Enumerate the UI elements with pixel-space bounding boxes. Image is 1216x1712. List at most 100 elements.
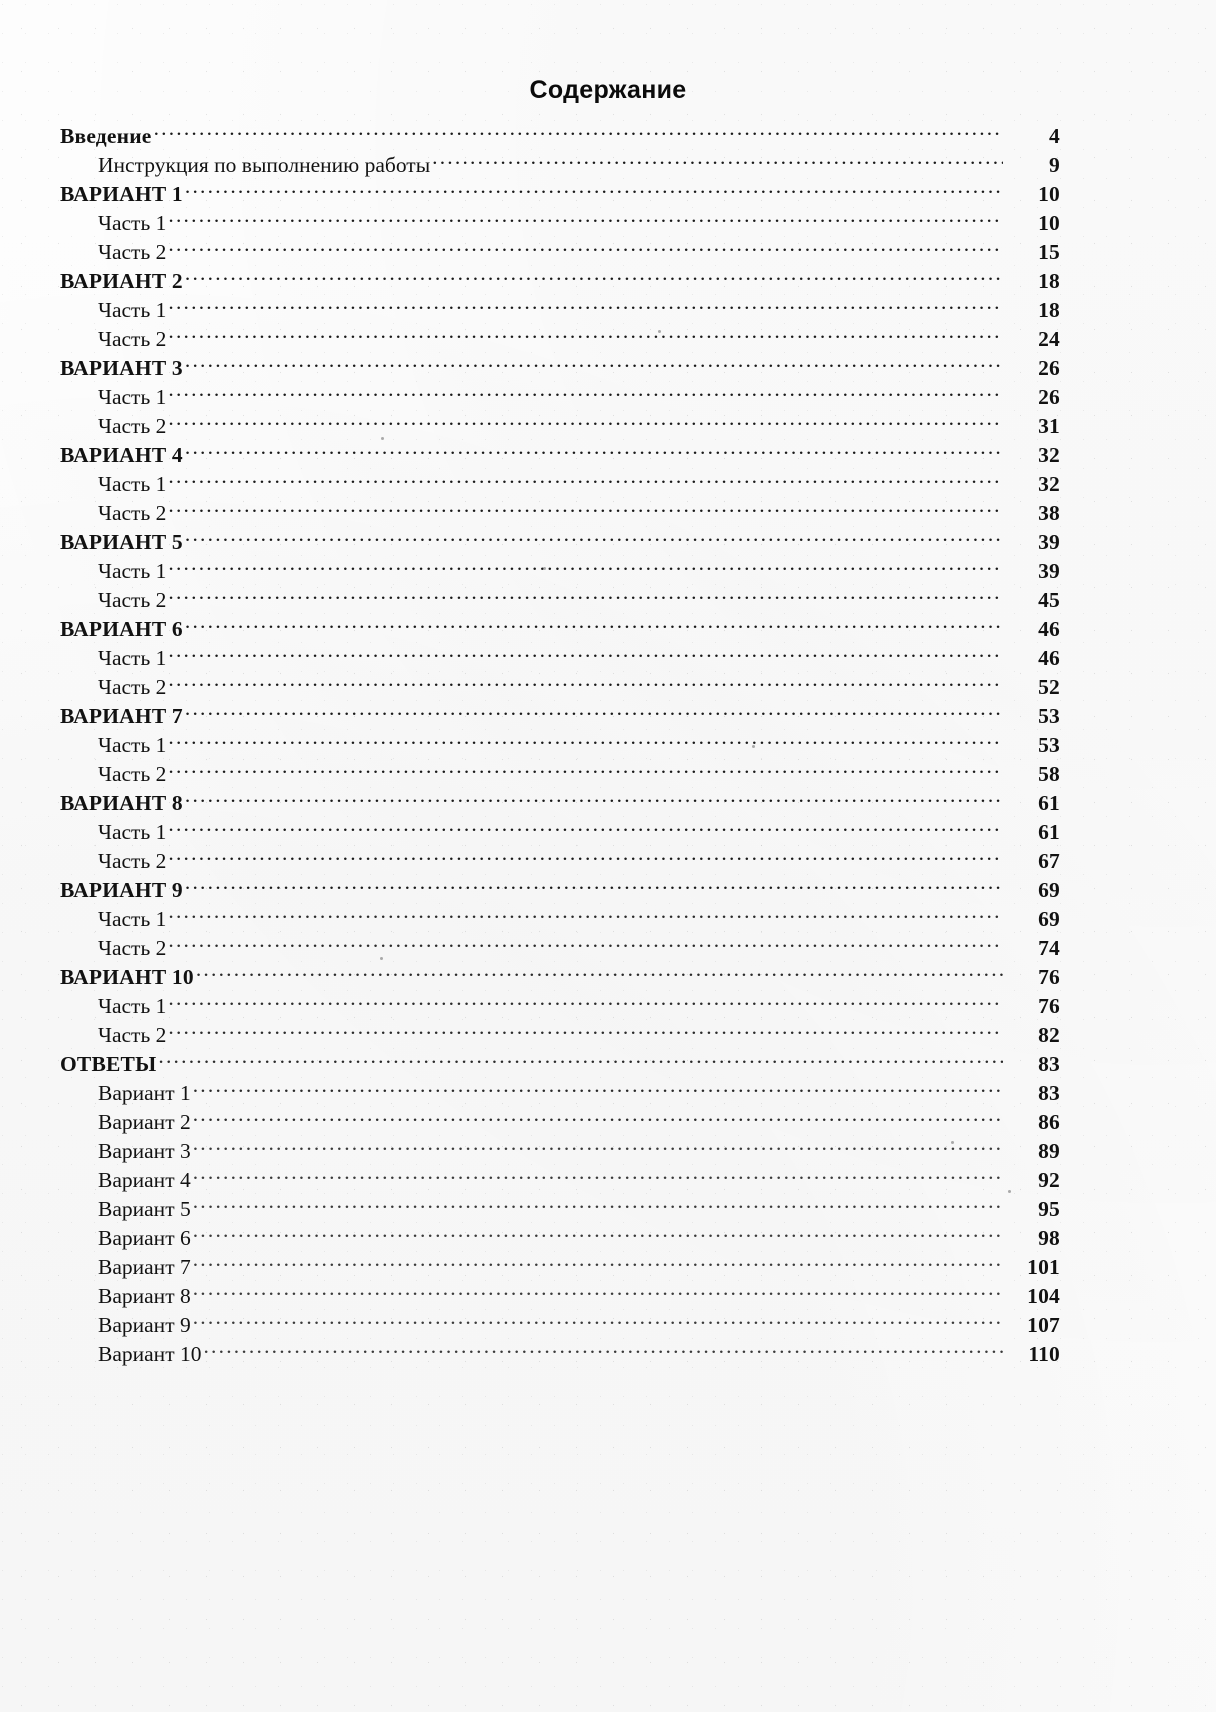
toc-entry-page-number: 86 — [1038, 1110, 1060, 1134]
toc-entry[interactable]: Введение 4 — [60, 122, 1060, 151]
toc-entry-page-number: 46 — [1038, 646, 1060, 670]
toc-entry[interactable]: ВАРИАНТ 3 26 — [60, 354, 1060, 383]
toc-entry[interactable]: Часть 1 46 — [60, 644, 1060, 673]
toc-entry[interactable]: Часть 2 58 — [60, 760, 1060, 789]
toc-entry-label: Часть 1 — [98, 298, 167, 322]
toc-entry[interactable]: Часть 2 74 — [60, 934, 1060, 963]
toc-entry-page-number: 53 — [1038, 704, 1060, 728]
toc-entry-label: Часть 1 — [98, 907, 167, 931]
toc-entry[interactable]: Часть 1 10 — [60, 209, 1060, 238]
toc-entry-page-number: 31 — [1038, 414, 1060, 438]
toc-entry[interactable]: Вариант 4 92 — [60, 1166, 1060, 1195]
toc-entry-label: Часть 1 — [98, 211, 167, 235]
toc-entry-label: Вариант 10 — [98, 1342, 202, 1366]
toc-entry-label: Часть 1 — [98, 646, 167, 670]
toc-entry[interactable]: ВАРИАНТ 6 46 — [60, 615, 1060, 644]
toc-entry-page-number: 95 — [1038, 1197, 1060, 1221]
toc-entry[interactable]: Вариант 6 98 — [60, 1224, 1060, 1253]
dot-leader — [168, 645, 1003, 665]
toc-entry[interactable]: Вариант 3 89 — [60, 1137, 1060, 1166]
toc-entry-page-number: 18 — [1038, 269, 1060, 293]
toc-entry-label: ВАРИАНТ 8 — [60, 791, 183, 815]
toc-entry[interactable]: ВАРИАНТ 2 18 — [60, 267, 1060, 296]
toc-entry[interactable]: ВАРИАНТ 10 76 — [60, 963, 1060, 992]
toc-entry-page-number: 9 — [1049, 153, 1060, 177]
toc-entry[interactable]: Часть 2 38 — [60, 499, 1060, 528]
toc-entry-page-number: 89 — [1038, 1139, 1060, 1163]
toc-entry-label: Введение — [60, 124, 152, 148]
dot-leader — [185, 790, 1003, 810]
toc-entry-page-number: 24 — [1038, 327, 1060, 351]
toc-entry-label: Вариант 2 — [98, 1110, 191, 1134]
toc-entry[interactable]: Часть 1 39 — [60, 557, 1060, 586]
toc-entry-page-number: 61 — [1038, 791, 1060, 815]
toc-entry[interactable]: ВАРИАНТ 7 53 — [60, 702, 1060, 731]
toc-entry[interactable]: Часть 2 52 — [60, 673, 1060, 702]
toc-entry[interactable]: Вариант 7 101 — [60, 1253, 1060, 1282]
toc-entry[interactable]: Вариант 5 95 — [60, 1195, 1060, 1224]
dot-leader — [193, 1109, 1003, 1129]
dot-leader — [168, 297, 1003, 317]
toc-entry-page-number: 107 — [1027, 1313, 1060, 1337]
toc-entry[interactable]: ВАРИАНТ 1 10 — [60, 180, 1060, 209]
toc-entry-label: Инструкция по выполнению работы — [98, 153, 431, 177]
toc-entry[interactable]: Вариант 2 86 — [60, 1108, 1060, 1137]
toc-entry-label: Часть 2 — [98, 849, 167, 873]
toc-entry-page-number: 53 — [1038, 733, 1060, 757]
dot-leader — [185, 529, 1003, 549]
toc-entry-page-number: 38 — [1038, 501, 1060, 525]
dot-leader — [168, 674, 1003, 694]
toc-entry-label: Часть 1 — [98, 559, 167, 583]
toc-entry[interactable]: ВАРИАНТ 5 39 — [60, 528, 1060, 557]
toc-entry[interactable]: Часть 2 24 — [60, 325, 1060, 354]
toc-entry[interactable]: Часть 2 15 — [60, 238, 1060, 267]
toc-entry-label: Часть 2 — [98, 240, 167, 264]
dot-leader — [185, 616, 1003, 636]
toc-entry[interactable]: Часть 1 69 — [60, 905, 1060, 934]
toc-entry[interactable]: ВАРИАНТ 4 32 — [60, 441, 1060, 470]
dot-leader — [193, 1283, 1003, 1303]
toc-entry[interactable]: Инструкция по выполнению работы 9 — [60, 151, 1060, 180]
toc-entry[interactable]: ОТВЕТЫ 83 — [60, 1050, 1060, 1079]
toc-entry[interactable]: Часть 2 82 — [60, 1021, 1060, 1050]
toc-entry[interactable]: Часть 2 31 — [60, 412, 1060, 441]
toc-entry-label: Часть 1 — [98, 472, 167, 496]
toc-entry-label: Часть 1 — [98, 733, 167, 757]
dot-leader — [185, 442, 1003, 462]
toc-entry-label: Часть 2 — [98, 936, 167, 960]
toc-entry-page-number: 69 — [1038, 878, 1060, 902]
toc-entry[interactable]: Часть 1 18 — [60, 296, 1060, 325]
toc-entry-label: Часть 1 — [98, 385, 167, 409]
toc-entry[interactable]: ВАРИАНТ 8 61 — [60, 789, 1060, 818]
toc-entry-page-number: 10 — [1038, 211, 1060, 235]
toc-entry[interactable]: Часть 1 76 — [60, 992, 1060, 1021]
toc-entry-page-number: 61 — [1038, 820, 1060, 844]
dot-leader — [432, 152, 1003, 172]
toc-entry-page-number: 39 — [1038, 559, 1060, 583]
dot-leader — [193, 1254, 1003, 1274]
toc-entry[interactable]: Часть 1 53 — [60, 731, 1060, 760]
toc-entry-label: Вариант 4 — [98, 1168, 191, 1192]
toc-entry-label: ВАРИАНТ 5 — [60, 530, 183, 554]
toc-entry[interactable]: Часть 2 45 — [60, 586, 1060, 615]
toc-entry[interactable]: Часть 1 32 — [60, 470, 1060, 499]
toc-entry-label: Вариант 8 — [98, 1284, 191, 1308]
toc-entry[interactable]: Вариант 9 107 — [60, 1311, 1060, 1340]
toc-entry[interactable]: Вариант 10 110 — [60, 1340, 1060, 1369]
toc-entry-page-number: 32 — [1038, 443, 1060, 467]
dot-leader — [154, 123, 1003, 143]
toc-entry-label: Вариант 3 — [98, 1139, 191, 1163]
toc-entry-page-number: 83 — [1038, 1081, 1060, 1105]
toc-entry-page-number: 52 — [1038, 675, 1060, 699]
dot-leader — [196, 964, 1003, 984]
toc-entry[interactable]: Вариант 8 104 — [60, 1282, 1060, 1311]
toc-entry-label: ВАРИАНТ 2 — [60, 269, 183, 293]
toc-entry[interactable]: ВАРИАНТ 9 69 — [60, 876, 1060, 905]
toc-entry-page-number: 26 — [1038, 356, 1060, 380]
toc-entry-label: Часть 2 — [98, 327, 167, 351]
toc-entry[interactable]: Вариант 1 83 — [60, 1079, 1060, 1108]
toc-entry[interactable]: Часть 2 67 — [60, 847, 1060, 876]
toc-entry-page-number: 104 — [1027, 1284, 1060, 1308]
toc-entry[interactable]: Часть 1 26 — [60, 383, 1060, 412]
toc-entry[interactable]: Часть 1 61 — [60, 818, 1060, 847]
